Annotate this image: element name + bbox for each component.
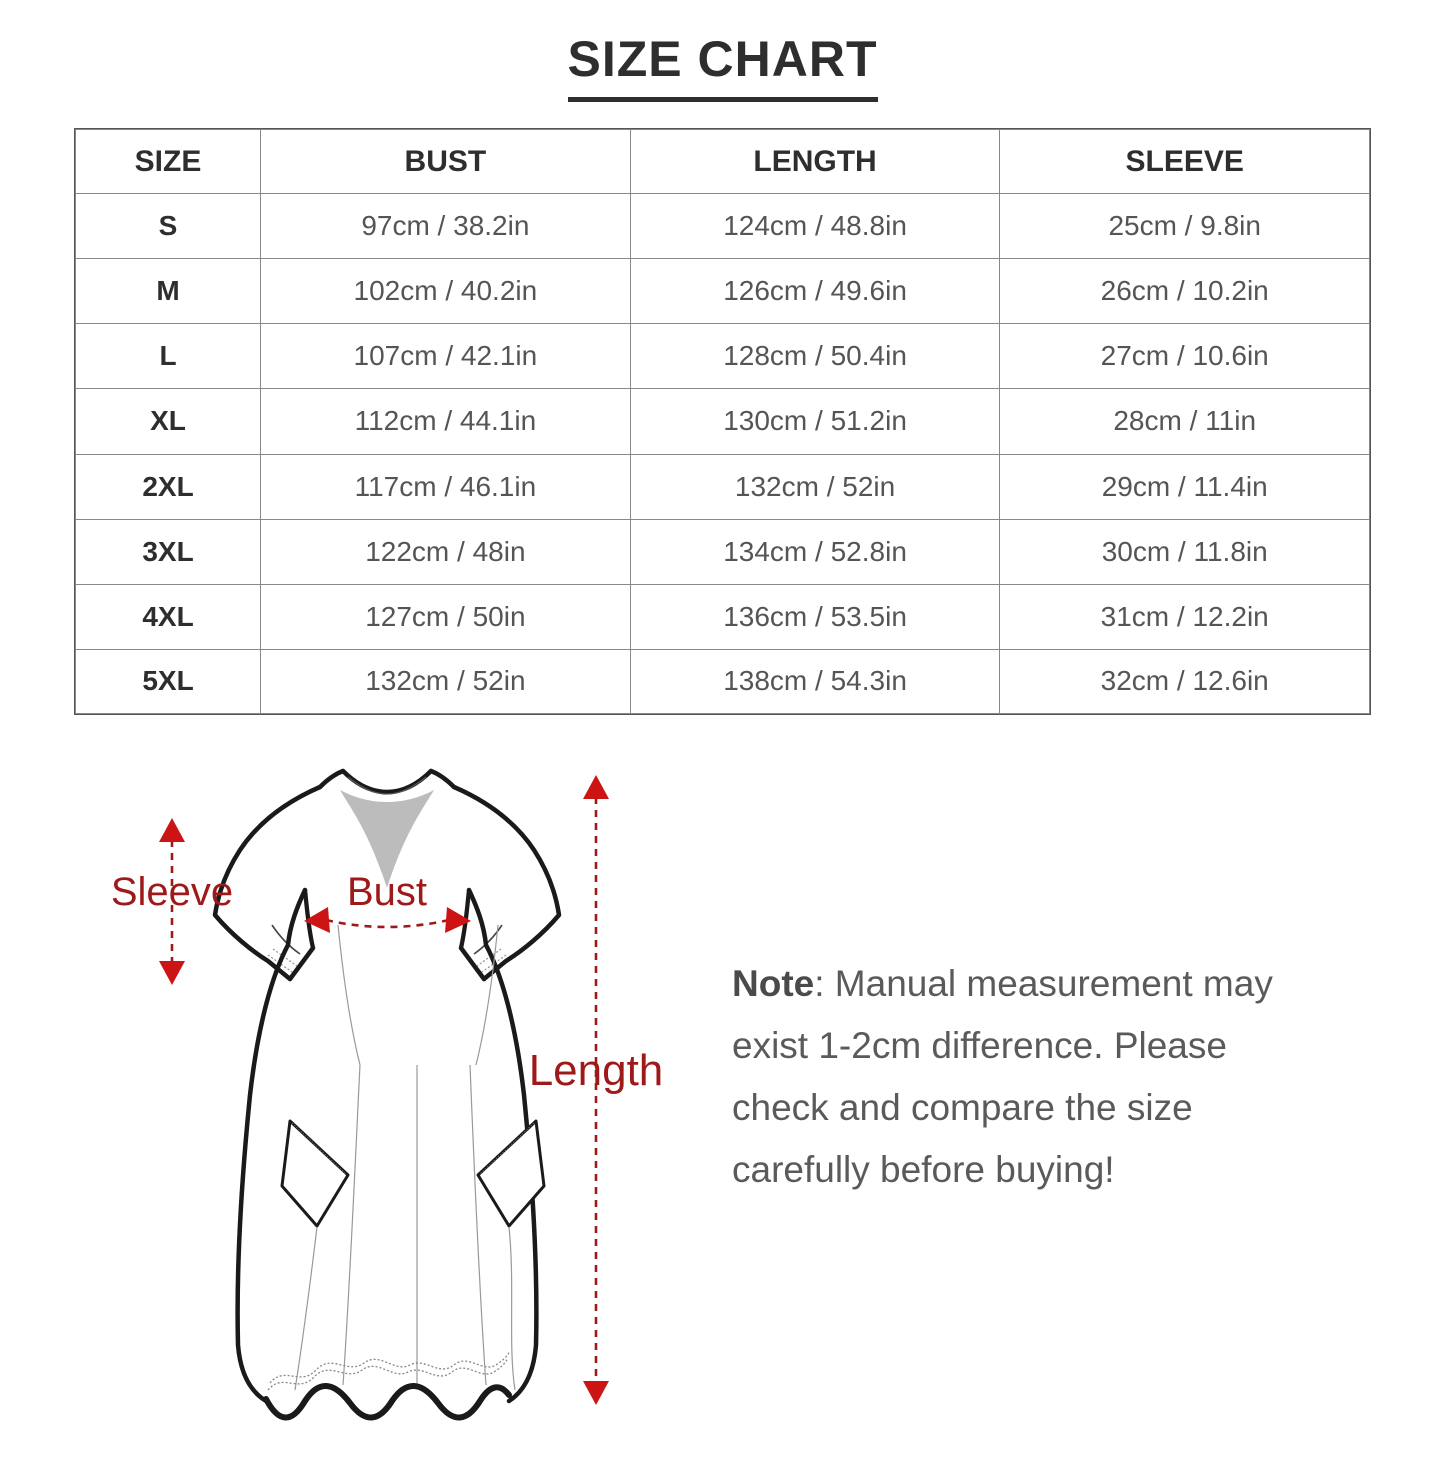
svg-text:Sleeve: Sleeve [111,870,233,914]
svg-text:Length: Length [529,1046,664,1095]
svg-text:Bust: Bust [347,870,427,914]
